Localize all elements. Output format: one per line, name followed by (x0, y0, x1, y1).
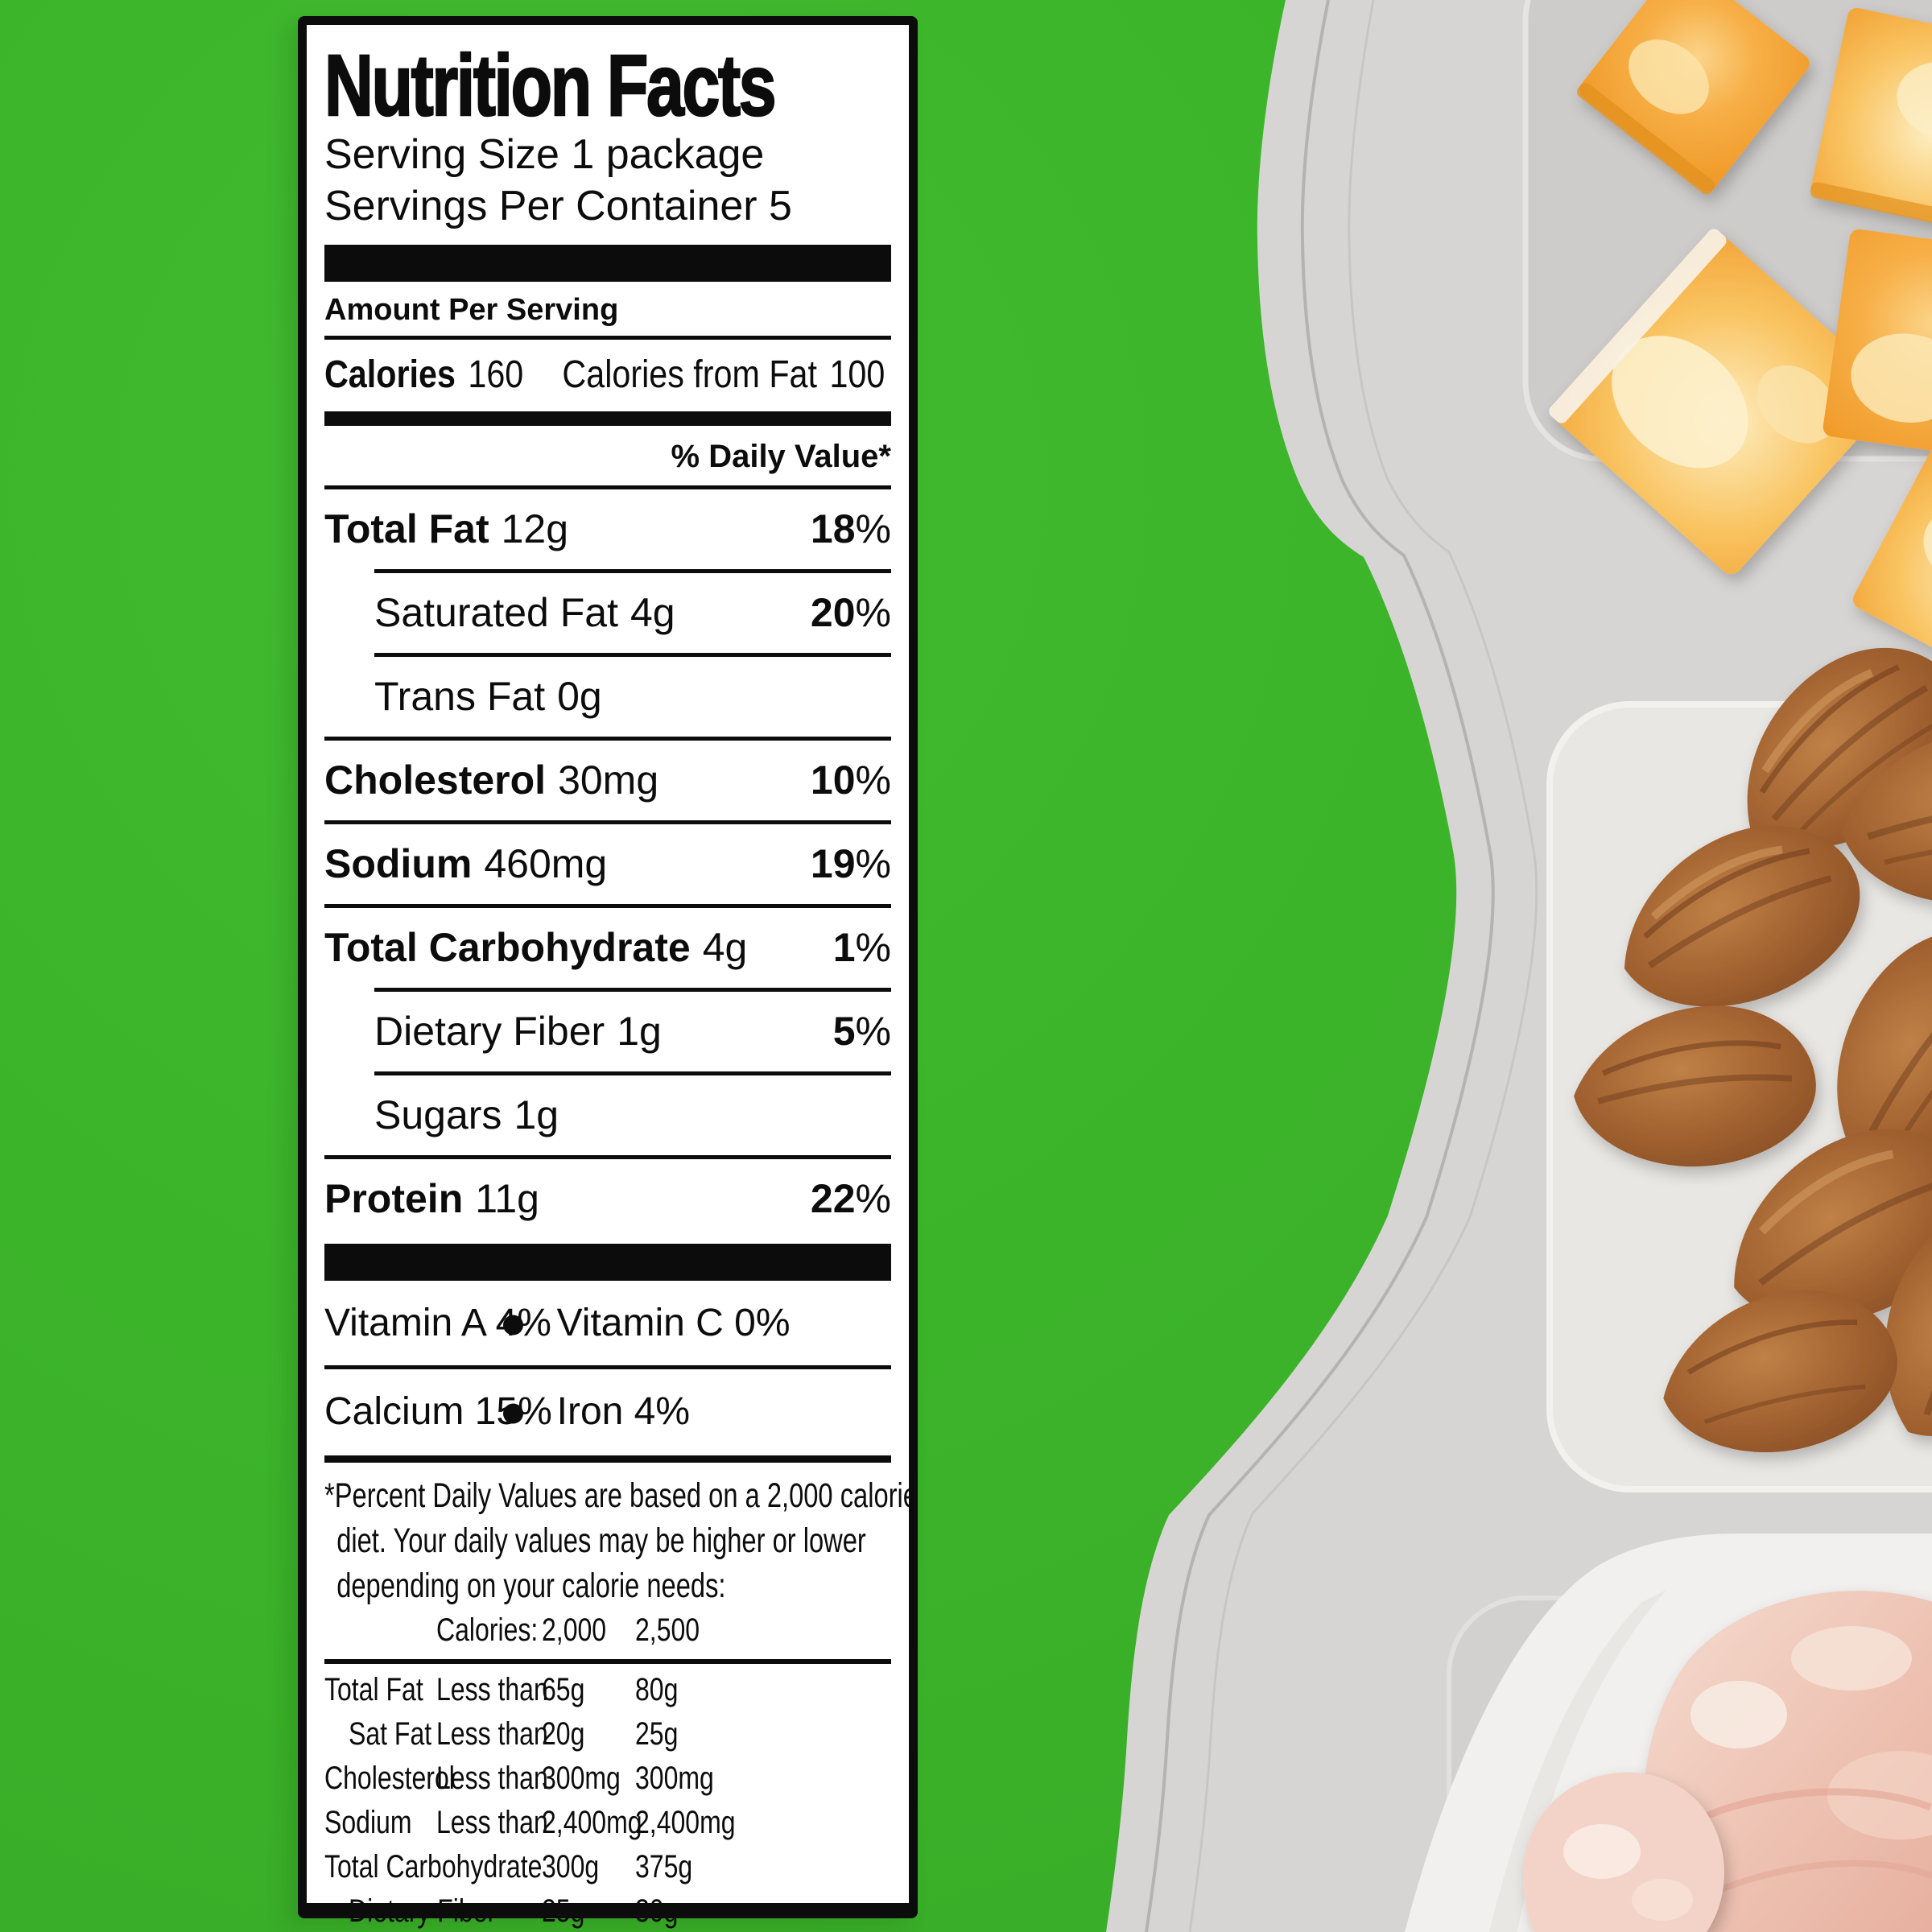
hairline (324, 1658, 891, 1664)
footnote-table: Calories: 2,000 2,500 Total Fat Less tha… (324, 1612, 891, 1932)
nutrient-row-total-fat: Total Fat 12g 18% (324, 506, 891, 552)
bullet-icon (502, 1403, 523, 1424)
calories-from-fat-value: 100 (829, 353, 886, 397)
hairline (324, 737, 891, 741)
hairline (324, 820, 891, 825)
label-title: Nutrition Facts (324, 36, 778, 134)
bullet-icon (502, 1315, 523, 1335)
iron: Iron 4% (556, 1390, 691, 1434)
hairline (324, 1155, 891, 1160)
vitamin-row-1: Vitamin A 4% Vitamin C 0% (324, 1281, 891, 1365)
cheese-cubes (1549, 0, 1932, 691)
divider-bar-thick (324, 1244, 891, 1282)
footnote-row-total-fat: Total Fat Less than 65g 80g (324, 1671, 679, 1707)
hairline (374, 988, 891, 993)
hairline (324, 336, 891, 341)
footnote-row-cholesterol: Cholesterol Less than 300mg 300mg (324, 1760, 714, 1796)
nutrient-row-trans-fat: Trans Fat 0g (374, 674, 602, 720)
ham-pieces (1405, 1534, 1932, 1932)
nutrient-row-sodium: Sodium 460mg 19% (324, 841, 891, 887)
nutrient-row-saturated-fat: Saturated Fat 4g 20% (374, 590, 891, 636)
divider-bar-thick (324, 245, 891, 283)
serving-size: Serving Size 1 package (324, 131, 765, 179)
footnote-table-header: Calories: 2,000 2,500 (436, 1612, 700, 1648)
amount-per-serving: Amount Per Serving (324, 293, 619, 328)
nutrient-row-sugars: Sugars 1g (374, 1092, 559, 1138)
hairline (324, 485, 891, 490)
nutrient-row-cholesterol: Cholesterol 30mg 10% (324, 758, 891, 803)
nutrient-row-protein: Protein 11g 22% (324, 1176, 891, 1222)
hairline (374, 1071, 891, 1076)
calories-label: Calories (324, 353, 456, 397)
hairline (324, 904, 891, 909)
divider-bar-medium (324, 1455, 891, 1463)
calories-from-fat-label: Calories from Fat (562, 353, 817, 397)
nutrition-facts-label: Nutrition Facts Serving Size 1 package S… (298, 16, 918, 1929)
hairline (324, 1365, 891, 1370)
hairline (374, 569, 891, 574)
footnote-row-sat-fat: Sat Fat Less than 20g 25g (349, 1715, 679, 1752)
footnote: *Percent Daily Values are based on a 2,0… (324, 1476, 918, 1605)
footnote-row-dietary-fiber: Dietary Fiber 25g 30g (349, 1893, 679, 1929)
divider-bar-medium (324, 411, 891, 427)
daily-value-header: % Daily Value* (671, 439, 891, 475)
nutrient-row-dietary-fiber: Dietary Fiber 1g 5% (374, 1009, 891, 1055)
footnote-row-total-carbohydrate: Total Carbohydrate 300g 375g (324, 1848, 692, 1885)
servings-per-container: Servings Per Container 5 (324, 182, 792, 229)
calories-row: Calories 160 Calories from Fat 100 (324, 340, 890, 411)
vitamin-c: Vitamin C 0% (556, 1302, 791, 1345)
footnote-row-sodium: Sodium Less than 2,400mg 2,400mg (324, 1804, 736, 1840)
nutrient-row-total-carbohydrate: Total Carbohydrate 4g 1% (324, 925, 891, 971)
almonds (1574, 647, 1932, 1453)
vitamin-row-2: Calcium 15% Iron 4% (324, 1369, 891, 1454)
hairline (374, 653, 891, 658)
calories-value: 160 (468, 353, 524, 397)
